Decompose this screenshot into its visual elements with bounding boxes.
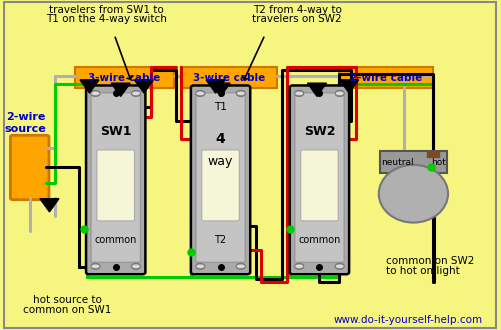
Ellipse shape — [236, 265, 244, 268]
Text: T1: T1 — [214, 102, 226, 112]
Text: 2-wire: 2-wire — [6, 113, 45, 122]
FancyBboxPatch shape — [289, 85, 348, 274]
Ellipse shape — [91, 92, 99, 95]
Circle shape — [236, 263, 245, 269]
Circle shape — [335, 263, 344, 269]
Polygon shape — [111, 83, 130, 96]
Text: T2: T2 — [214, 235, 226, 245]
Text: neutral: neutral — [380, 158, 413, 167]
Ellipse shape — [236, 92, 244, 95]
Text: 3-wire cable: 3-wire cable — [88, 73, 160, 82]
Text: travelers on SW2: travelers on SW2 — [252, 15, 341, 24]
Ellipse shape — [196, 265, 204, 268]
Circle shape — [131, 263, 140, 269]
Text: T2 from 4-way to: T2 from 4-way to — [253, 5, 341, 15]
Text: SW1: SW1 — [100, 125, 131, 138]
Text: common: common — [298, 235, 340, 245]
Circle shape — [91, 90, 100, 96]
Ellipse shape — [196, 92, 204, 95]
Ellipse shape — [378, 165, 447, 222]
Ellipse shape — [295, 265, 303, 268]
Ellipse shape — [132, 92, 140, 95]
FancyBboxPatch shape — [195, 93, 245, 262]
Text: SW2: SW2 — [303, 125, 335, 138]
Text: common on SW1: common on SW1 — [23, 305, 111, 315]
Ellipse shape — [91, 265, 99, 268]
Circle shape — [294, 263, 303, 269]
Polygon shape — [80, 80, 99, 93]
Circle shape — [294, 90, 303, 96]
FancyBboxPatch shape — [300, 150, 338, 221]
FancyBboxPatch shape — [91, 93, 140, 262]
Polygon shape — [40, 199, 59, 212]
Bar — [379, 151, 446, 173]
Bar — [181, 67, 277, 88]
Text: 3-wire cable: 3-wire cable — [193, 73, 265, 82]
Ellipse shape — [132, 265, 140, 268]
FancyBboxPatch shape — [97, 150, 134, 221]
Circle shape — [236, 90, 245, 96]
Polygon shape — [206, 80, 224, 93]
Bar — [75, 67, 173, 88]
Text: www.do-it-yourself-help.com: www.do-it-yourself-help.com — [333, 315, 482, 325]
Text: to hot on light: to hot on light — [385, 266, 459, 276]
Circle shape — [91, 263, 100, 269]
Text: way: way — [207, 155, 233, 168]
Text: travelers from SW1 to: travelers from SW1 to — [49, 5, 164, 15]
Bar — [339, 67, 432, 88]
Circle shape — [195, 263, 204, 269]
Text: hot source to: hot source to — [33, 295, 102, 305]
Text: 4: 4 — [215, 132, 225, 146]
Text: source: source — [5, 124, 47, 134]
Ellipse shape — [335, 92, 343, 95]
Bar — [426, 151, 438, 157]
Polygon shape — [307, 83, 326, 96]
Polygon shape — [210, 83, 229, 96]
Text: T1 on the 4-way switch: T1 on the 4-way switch — [46, 15, 167, 24]
FancyBboxPatch shape — [201, 150, 239, 221]
FancyBboxPatch shape — [190, 85, 249, 274]
Ellipse shape — [335, 265, 343, 268]
FancyBboxPatch shape — [11, 135, 49, 200]
Polygon shape — [134, 80, 153, 93]
Ellipse shape — [295, 92, 303, 95]
Polygon shape — [339, 80, 358, 93]
Text: common: common — [94, 235, 137, 245]
FancyBboxPatch shape — [86, 85, 145, 274]
Text: hot: hot — [430, 158, 445, 167]
Circle shape — [335, 90, 344, 96]
Circle shape — [131, 90, 140, 96]
Text: common on SW2: common on SW2 — [385, 256, 473, 266]
FancyBboxPatch shape — [294, 93, 344, 262]
Text: 2-wire cable: 2-wire cable — [349, 73, 421, 82]
Circle shape — [195, 90, 204, 96]
